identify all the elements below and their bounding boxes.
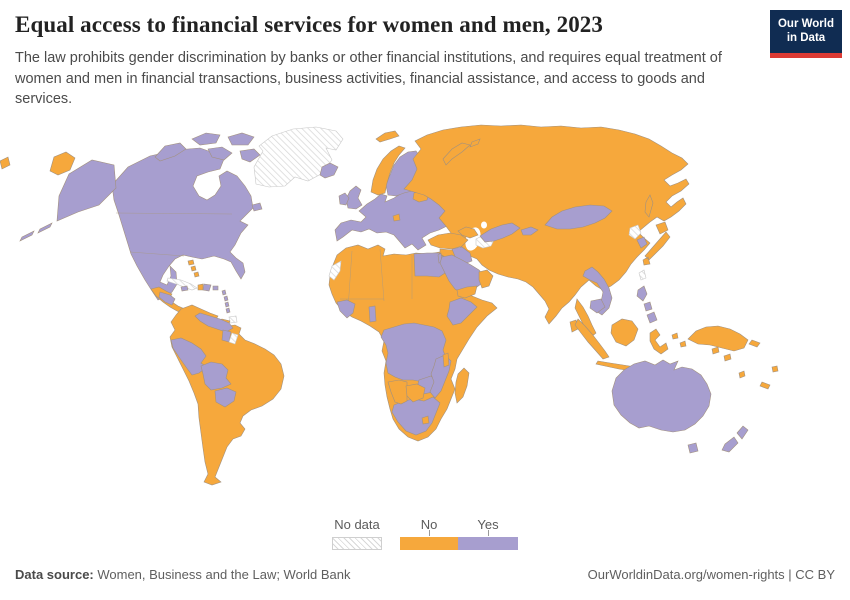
- region-ethiopia[interactable]: [446, 297, 478, 326]
- legend-label-no: No: [420, 517, 438, 532]
- region-chukotka-sliver[interactable]: [0, 151, 76, 176]
- region-new-guinea[interactable]: [687, 325, 761, 352]
- region-pacific-islands[interactable]: [711, 346, 779, 390]
- region-western-sahara[interactable]: [328, 260, 342, 281]
- region-north-america[interactable]: [111, 147, 254, 301]
- legend-swatch-nodata[interactable]: [332, 537, 382, 550]
- region-lesotho[interactable]: [421, 415, 430, 425]
- region-honduras-nicaragua[interactable]: [158, 291, 176, 306]
- region-cuba[interactable]: [166, 277, 198, 291]
- region-japan[interactable]: [642, 221, 671, 266]
- region-sakhalin[interactable]: [644, 194, 654, 218]
- region-haiti[interactable]: [197, 283, 204, 291]
- owid-url-license[interactable]: OurWorldinData.org/women-rights | CC BY: [587, 567, 835, 582]
- region-puerto-rico[interactable]: [212, 285, 219, 291]
- region-uzbekistan[interactable]: [479, 222, 521, 243]
- region-french-guiana[interactable]: [228, 332, 239, 345]
- region-oman[interactable]: [478, 269, 494, 289]
- region-sulawesi[interactable]: [649, 328, 669, 355]
- region-caucasus[interactable]: [457, 226, 479, 239]
- region-moluccas[interactable]: [671, 332, 687, 348]
- region-north-korea[interactable]: [628, 224, 642, 240]
- world-choropleth-map: [0, 124, 779, 486]
- region-tasmania[interactable]: [687, 442, 699, 454]
- region-yemen[interactable]: [456, 285, 478, 299]
- owid-logo-line2: in Data: [786, 32, 826, 45]
- region-new-zealand[interactable]: [721, 425, 749, 453]
- page-title: Equal access to financial services for w…: [15, 12, 604, 37]
- region-malawi[interactable]: [442, 352, 450, 368]
- legend-label-yes: Yes: [477, 517, 499, 532]
- legend-swatch-no[interactable]: [400, 537, 458, 550]
- chart-footer: Data source: Women, Business and the Law…: [15, 567, 835, 582]
- region-kyrgyzstan[interactable]: [520, 226, 539, 236]
- region-malay-peninsula[interactable]: [574, 298, 597, 338]
- region-ireland[interactable]: [338, 192, 350, 206]
- data-source-text: Women, Business and the Law; World Bank: [93, 567, 351, 582]
- region-south-korea[interactable]: [636, 236, 648, 249]
- legend-tick-no: [429, 530, 430, 536]
- region-novaya-zemlya[interactable]: [442, 138, 481, 166]
- legend-label-nodata: No data: [334, 517, 380, 532]
- region-australia[interactable]: [611, 359, 712, 433]
- region-switzerland[interactable]: [392, 213, 401, 222]
- data-source-label: Data source:: [15, 567, 94, 582]
- region-iceland[interactable]: [319, 162, 339, 179]
- data-source-note: Data source: Women, Business and the Law…: [15, 567, 351, 582]
- chart-subtitle: The law prohibits gender discrimination …: [15, 50, 722, 108]
- region-benin-togo[interactable]: [368, 305, 377, 323]
- us-mexico-border: [129, 251, 185, 257]
- aral-sea: [481, 221, 487, 229]
- region-bolivia[interactable]: [200, 361, 232, 391]
- region-alaska[interactable]: [56, 159, 117, 222]
- region-bahamas[interactable]: [187, 259, 200, 278]
- region-trinidad[interactable]: [228, 315, 238, 324]
- region-aleutians[interactable]: [19, 222, 53, 242]
- region-dominican-republic[interactable]: [202, 283, 212, 292]
- region-botswana[interactable]: [405, 383, 426, 403]
- region-philippines[interactable]: [636, 285, 658, 324]
- region-guinea[interactable]: [336, 299, 356, 319]
- region-arctic-islands[interactable]: [154, 132, 263, 212]
- region-jamaica[interactable]: [180, 285, 189, 292]
- region-norway[interactable]: [370, 130, 406, 196]
- us-canada-border: [115, 212, 233, 215]
- region-mongolia[interactable]: [544, 204, 613, 230]
- region-vietnam-laos[interactable]: [582, 266, 613, 316]
- region-madagascar[interactable]: [454, 367, 470, 404]
- region-turkey[interactable]: [427, 232, 469, 250]
- region-sumatra[interactable]: [574, 318, 610, 360]
- region-borneo[interactable]: [610, 318, 639, 347]
- region-taiwan[interactable]: [638, 269, 647, 281]
- region-cambodia[interactable]: [589, 298, 606, 314]
- legend-swatch-yes[interactable]: [458, 537, 518, 550]
- africa-inner-borders: [340, 248, 413, 310]
- owid-logo-line1: Our World: [777, 18, 834, 30]
- region-namibia[interactable]: [387, 379, 408, 405]
- region-greenland[interactable]: [253, 126, 344, 188]
- owid-logo[interactable]: Our World in Data: [770, 10, 842, 58]
- legend-tick-yes: [488, 530, 489, 536]
- region-paraguay[interactable]: [214, 387, 237, 408]
- region-lesser-antilles[interactable]: [221, 289, 231, 314]
